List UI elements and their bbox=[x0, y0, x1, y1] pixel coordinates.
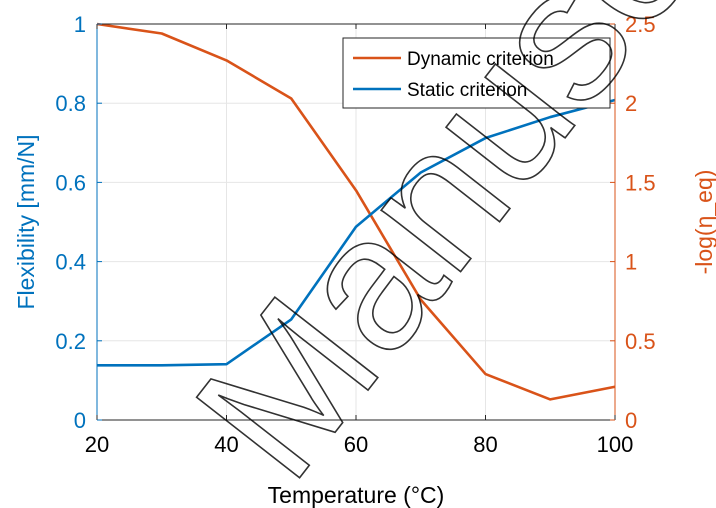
y-axis-left-label: Flexibility [mm/N] bbox=[13, 134, 39, 309]
legend-box bbox=[342, 37, 611, 109]
axes bbox=[96, 23, 616, 421]
x-axis-label: Temperature (°C) bbox=[268, 482, 445, 508]
y-right-tick-label: 1 bbox=[625, 250, 637, 275]
y-right-tick-label: 0 bbox=[625, 408, 637, 433]
legend: Dynamic criterion Static criterion bbox=[342, 37, 611, 109]
x-tick-label: 20 bbox=[85, 432, 109, 457]
y-right-tick-label: 2.5 bbox=[625, 12, 656, 37]
y-left-tick-label: 0 bbox=[74, 408, 86, 433]
y-right-tick-label: 0.5 bbox=[625, 329, 656, 354]
y-left-tick-label: 0.6 bbox=[55, 170, 86, 195]
y-left-tick-label: 0.2 bbox=[55, 329, 86, 354]
x-tick-label: 40 bbox=[214, 432, 238, 457]
y-right-tick-label: 1.5 bbox=[625, 170, 656, 195]
series-line-dynamic-criterion bbox=[96, 22, 616, 401]
legend-label: Dynamic criterion bbox=[407, 49, 554, 70]
y-axis-right-label: -log(η_eq) bbox=[691, 170, 716, 275]
series-lines bbox=[96, 22, 616, 401]
x-tick-label: 100 bbox=[597, 432, 634, 457]
x-tick-label: 60 bbox=[344, 432, 368, 457]
series-line-static-criterion bbox=[97, 98, 616, 367]
x-tick-label: 80 bbox=[473, 432, 497, 457]
y-left-tick-label: 1 bbox=[74, 12, 86, 37]
y-left-tick-label: 0.4 bbox=[55, 250, 86, 275]
y-right-tick-label: 2 bbox=[625, 91, 637, 116]
legend-label: Static criterion bbox=[407, 80, 527, 101]
y-left-tick-label: 0.8 bbox=[55, 91, 86, 116]
